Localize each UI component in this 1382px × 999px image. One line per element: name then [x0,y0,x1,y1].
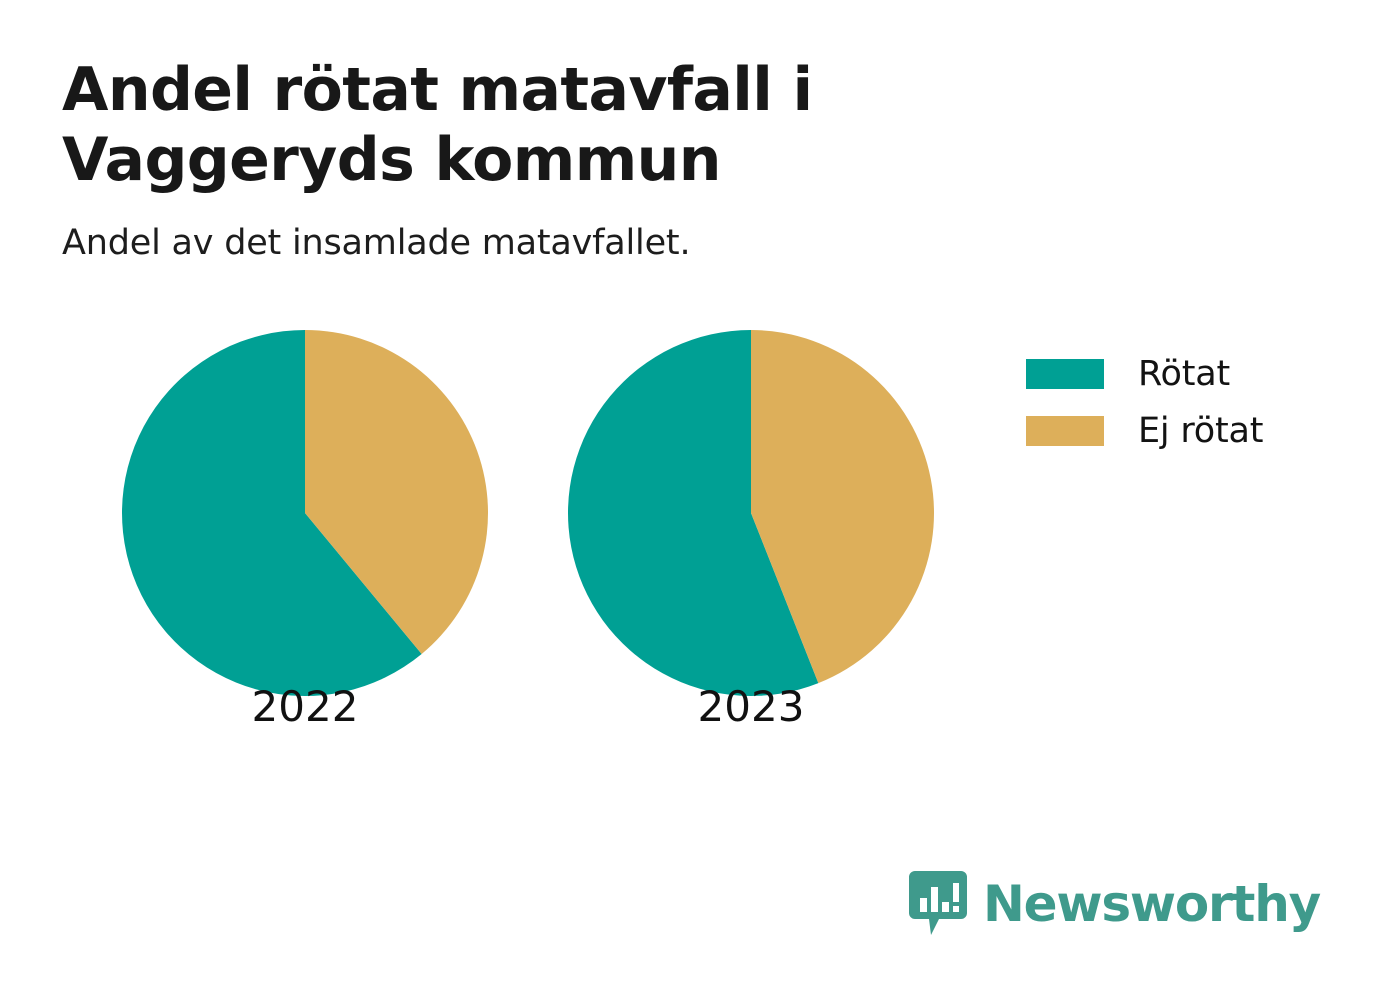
legend-label-ej-rotat: Ej rötat [1138,410,1264,451]
pie-chart-1: 2023 [568,330,934,731]
logo-bar-2 [931,887,938,912]
legend-item-rotat[interactable]: Rötat [1026,345,1346,402]
speech-bubble-bar-chart-icon [909,871,967,937]
page-title: Andel rötat matavfall i Vaggeryds kommun [62,55,813,195]
logo-exclamation-dot [953,906,959,912]
pie-svg-0 [122,330,488,696]
pie-slice-rotat-0[interactable] [122,330,422,696]
plot-area: 2022 2023 [0,330,1000,760]
pie-label-1: 2023 [697,682,805,731]
pie-slices-0 [122,330,488,696]
legend-label-rotat: Rötat [1138,353,1231,394]
logo-bar-3 [942,902,949,912]
pie-chart-0: 2022 [122,330,488,731]
legend-swatch-ej-rotat [1026,415,1104,446]
pie-slices-1 [568,330,934,696]
pie-slice-ej-rotat-1[interactable] [751,330,934,684]
legend-item-ej-rotat[interactable]: Ej rötat [1026,402,1346,459]
pie-svg-1 [568,330,934,696]
logo-exclamation-stem [953,883,959,902]
chart-subtitle: Andel av det insamlade matavfallet. [62,223,691,264]
logo-bar-1 [920,898,927,912]
brand-wordmark: Newsworthy [983,875,1321,933]
pie-slice-rotat-1[interactable] [568,330,819,696]
chart-header: Andel rötat matavfall i Vaggeryds kommun… [62,55,1182,264]
newsworthy-logo[interactable]: Newsworthy [909,871,1321,937]
pie-label-0: 2022 [251,682,359,731]
chart-legend: Rötat Ej rötat [1026,345,1346,459]
legend-swatch-rotat [1026,358,1104,389]
pie-slice-ej-rotat-0[interactable] [305,330,488,655]
